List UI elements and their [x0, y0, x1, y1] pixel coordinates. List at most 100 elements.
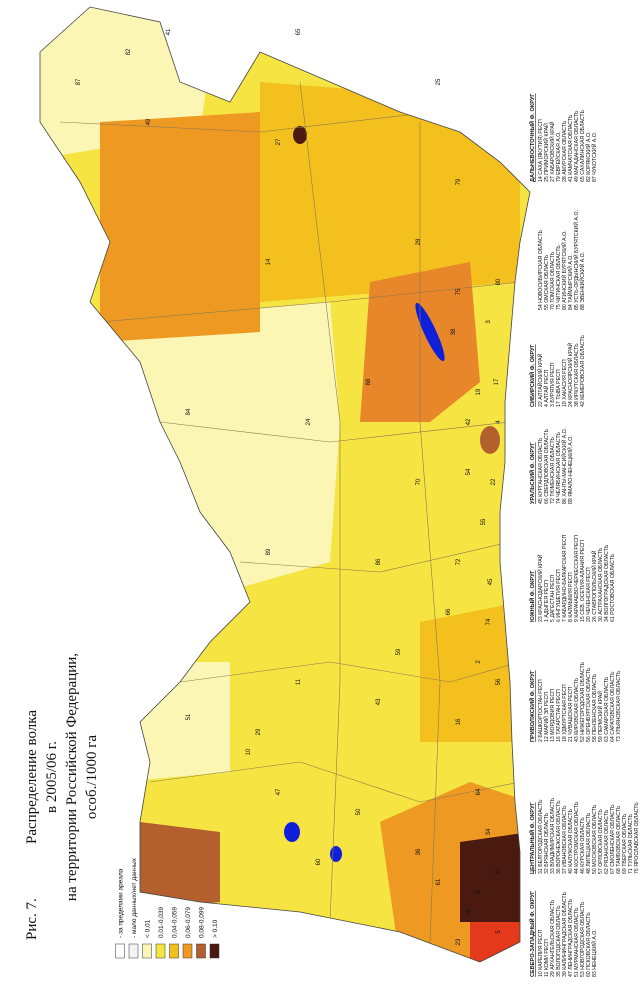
region-entry: 26 СТАВРОПОЛЬСКИЙ КРАЙ — [590, 550, 598, 622]
map-label: 84 — [186, 408, 192, 415]
map-label: 79 — [456, 178, 462, 185]
map-label: 61 — [436, 878, 442, 885]
region-entry: 10 КАРЕЛИЯ РЕСП — [538, 929, 544, 977]
map-label: 43 — [376, 698, 382, 705]
district-title: ЦЕНТРАЛЬНЫЙ Ф. ОКРУГ — [528, 802, 536, 874]
region-entry: 42 КЕМЕРОВСКАЯ ОБЛАСТЬ — [580, 335, 586, 407]
map-label: 14 — [266, 258, 272, 265]
region-entry: 82 КОРЯКСКИЙ А.О. — [584, 132, 592, 182]
region-entry: 37 ИВАНОВСКАЯ ОБЛАСТЬ — [562, 805, 568, 874]
title-line: на территории Российской Федерации, — [64, 653, 80, 901]
map-label: 42 — [466, 418, 472, 425]
region-entry: 32 БРЯНСКАЯ ОБЛАСТЬ — [544, 812, 550, 874]
district-title: ПРИВОЛЖСКИЙ Ф. ОКРУГ — [528, 669, 536, 742]
region-entry: 29 АРХАНГЕЛЬСКАЯ ОБЛАСТЬ — [550, 899, 556, 977]
map-label: 25 — [436, 78, 442, 85]
map-label: 10 — [246, 748, 252, 755]
region-entry: 73 УЛЬЯНОВСКАЯ ОБЛАСТЬ — [616, 670, 622, 742]
map-label: 27 — [276, 138, 282, 145]
map-label: 29 — [256, 728, 262, 735]
zone — [293, 126, 307, 144]
region-entry: 57 ОРЛОВСКАЯ ОБЛАСТЬ — [598, 809, 604, 874]
region-entry: 56 ОРЕНБУРГСКАЯ ОБЛАСТЬ — [586, 667, 592, 742]
legend-label: 0,01-0,039 — [158, 907, 165, 938]
region-entry: 63 САМАРСКАЯ ОБЛАСТЬ — [604, 676, 610, 742]
map-label: 36 — [416, 848, 422, 855]
region-entry: 15 СЕВ. ОСЕТИЯ-АЛАНИЯ РЕСП — [580, 540, 586, 622]
region-entry: 89 ЯМАЛО-НЕНЕЦКИЙ А.О. — [566, 435, 574, 504]
region-entry: 28 АМУРСКАЯ ОБЛАСТЬ — [562, 120, 568, 182]
region-entry: 83 НЕНЕЦКИЙ А.О. — [590, 929, 598, 977]
district-title: СЕВЕРО-ЗАПАДНЫЙ Ф. ОКРУГ — [528, 890, 536, 977]
region-entry: 19 ХАКАСИЯ РЕСП — [562, 359, 568, 407]
map-label: 80 — [496, 278, 502, 285]
region-entry: 13 МОРДОВИЯ РЕСП — [550, 689, 556, 742]
region-entry: 8 КАЛМЫКИЯ РЕСП — [568, 572, 574, 622]
map-label: 70 — [416, 478, 422, 485]
region-entry: 17 ТЫВА РЕСП — [556, 369, 562, 407]
region-entry: 85 УСТЬ-ОРДЫНСКИЙ БУРЯТСКИЙ А.О. — [572, 210, 580, 310]
region-entry: 66 СВЕРДЛОВСКАЯ ОБЛАСТЬ — [544, 428, 550, 504]
region-entry: 9 КАРАЧАЕВО-ЧЕРКЕССКАЯ РЕСП — [574, 535, 580, 622]
district-title: СИБИРСКИЙ Ф. ОКРУГ — [528, 343, 536, 407]
title-line: в 2005/06 г. — [44, 741, 60, 813]
region-entry: 11 КОМИ РЕСП — [544, 939, 550, 977]
map-label: 26 — [466, 908, 472, 915]
region-entry: 24 КРАСНОЯРСКИЙ КРАЙ — [566, 342, 574, 407]
zone — [140, 822, 220, 912]
region-entry: 55 ОМСКАЯ ОБЛАСТЬ — [544, 254, 550, 310]
legend-swatch — [115, 943, 125, 959]
region-entry: 46 КУРСКАЯ ОБЛАСТЬ — [580, 817, 586, 874]
region-entry: 23 КРАСНОДАРСКИЙ КРАЙ — [536, 554, 544, 622]
map-label: 47 — [276, 788, 282, 795]
region-entry: 70 ТОМСКАЯ ОБЛАСТЬ — [550, 251, 556, 310]
region-entry: 49 МАГАДАНСКАЯ ОБЛАСТЬ — [574, 110, 580, 182]
zone — [420, 602, 520, 742]
map-label: 88 — [366, 378, 372, 385]
map-label: 34 — [486, 828, 492, 835]
region-entry: 69 ТВЕРСКАЯ ОБЛАСТЬ — [622, 813, 628, 874]
region-entry: 74 ЧЕЛЯБИНСКАЯ ОБЛАСТЬ — [556, 431, 562, 504]
region-entry: 54 НОВОСИБИРСКАЯ ОБЛАСТЬ — [538, 229, 544, 310]
map-label: 56 — [496, 678, 502, 685]
zone — [470, 922, 530, 962]
district-title: УРАЛЬСКИЙ Ф. ОКРУГ — [528, 442, 536, 504]
region-entry: 50 МОСКОВСКАЯ ОБЛАСТЬ — [592, 804, 598, 874]
map-label: 41 — [166, 28, 172, 35]
legend-label: < 0,01 — [144, 919, 151, 938]
region-entry: 51 МУРМАНСКАЯ ОБЛАСТЬ — [574, 907, 580, 977]
map-label: 38 — [451, 328, 457, 335]
region-entry: 43 КИРОВСКАЯ ОБЛАСТЬ — [574, 677, 580, 742]
region-entry: 12 МАРИЙ ЭЛ РЕСП — [542, 692, 550, 742]
legend-swatch — [209, 943, 220, 959]
region-entry: 33 ВЛАДИМИРСКАЯ ОБЛАСТЬ — [550, 797, 556, 874]
region-entry: 7 КАБАРДИНО-БАЛКАРСКАЯ РЕСП — [562, 534, 568, 622]
map-label: 23 — [456, 938, 462, 945]
map-label: 11 — [296, 678, 302, 685]
map-label: 24 — [306, 418, 312, 425]
region-entry: 62 РЯЗАНСКАЯ ОБЛАСТЬ — [604, 809, 610, 874]
region-entry: 47 ЛЕНИНГРАДСКАЯ ОБЛАСТЬ — [568, 898, 574, 977]
region-entry: 31 БЕЛГОРОДСКАЯ ОБЛАСТЬ — [538, 799, 544, 874]
map-label: 4 — [496, 420, 502, 424]
zone — [120, 662, 230, 782]
map-label: 75 — [456, 288, 462, 295]
map-label: 72 — [456, 558, 462, 565]
legend-swatch — [196, 943, 206, 959]
map-label: 8 — [476, 890, 482, 894]
map-label: 51 — [186, 713, 192, 720]
map-label: 87 — [76, 78, 82, 85]
legend-label: 0,04-0,059 — [171, 907, 178, 938]
region-entry: 65 САХАЛИНСКАЯ ОБЛАСТЬ — [580, 109, 586, 182]
map-label: 82 — [126, 48, 132, 55]
map-label: 59 — [396, 648, 402, 655]
legend-swatch — [128, 943, 139, 959]
region-entry: 44 КОСТРОМСКАЯ ОБЛАСТЬ — [574, 801, 580, 874]
region-entry: 61 РОСТОВСКАЯ ОБЛАСТЬ — [610, 553, 616, 622]
region-entry: 86 ХАНТЫ-МАНСИЙСКИЙ А.О. — [560, 428, 568, 504]
zone — [100, 112, 260, 342]
